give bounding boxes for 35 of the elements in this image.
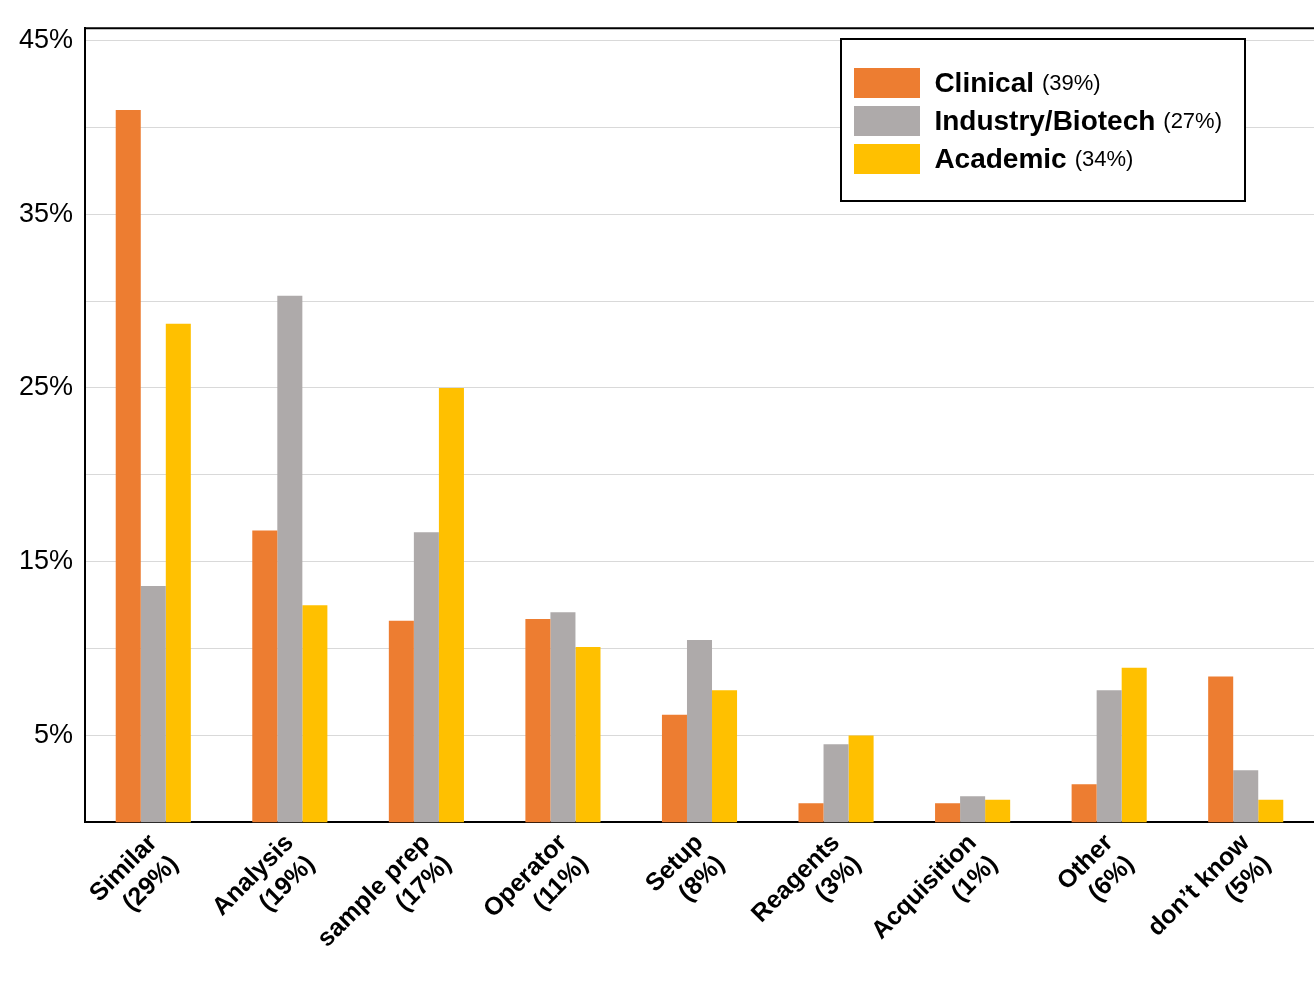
bar [302, 605, 328, 823]
y-tick-label: 5% [33, 718, 73, 749]
y-tick-label: 35% [18, 197, 73, 228]
bar [165, 323, 191, 823]
bar [960, 796, 986, 823]
bar [115, 109, 141, 823]
bar [848, 735, 874, 823]
bar [277, 295, 303, 823]
bar [575, 646, 601, 823]
bar [1121, 667, 1147, 823]
bar [661, 714, 687, 823]
bar [935, 803, 961, 823]
bar [985, 799, 1011, 823]
bar [1208, 676, 1234, 823]
bar [712, 690, 738, 823]
y-tick-label: 25% [18, 371, 73, 402]
bar [413, 532, 439, 823]
legend-label: Academic (34%) [934, 143, 1134, 175]
legend-label: Clinical (39%) [934, 67, 1101, 99]
bar [1233, 770, 1259, 823]
bar [1258, 799, 1284, 823]
bar [823, 744, 849, 823]
bar [798, 803, 824, 823]
y-tick-label: 45% [18, 23, 73, 54]
bar [1071, 784, 1097, 823]
bar [388, 620, 414, 823]
bar [686, 639, 713, 823]
bar [438, 387, 464, 823]
bar [525, 619, 551, 823]
legend-label: Industry/Biotech (27%) [934, 105, 1222, 137]
bar [140, 586, 166, 823]
y-tick-label: 15% [18, 545, 73, 576]
bar [252, 530, 278, 823]
bar [1096, 690, 1122, 823]
bar [550, 612, 576, 823]
